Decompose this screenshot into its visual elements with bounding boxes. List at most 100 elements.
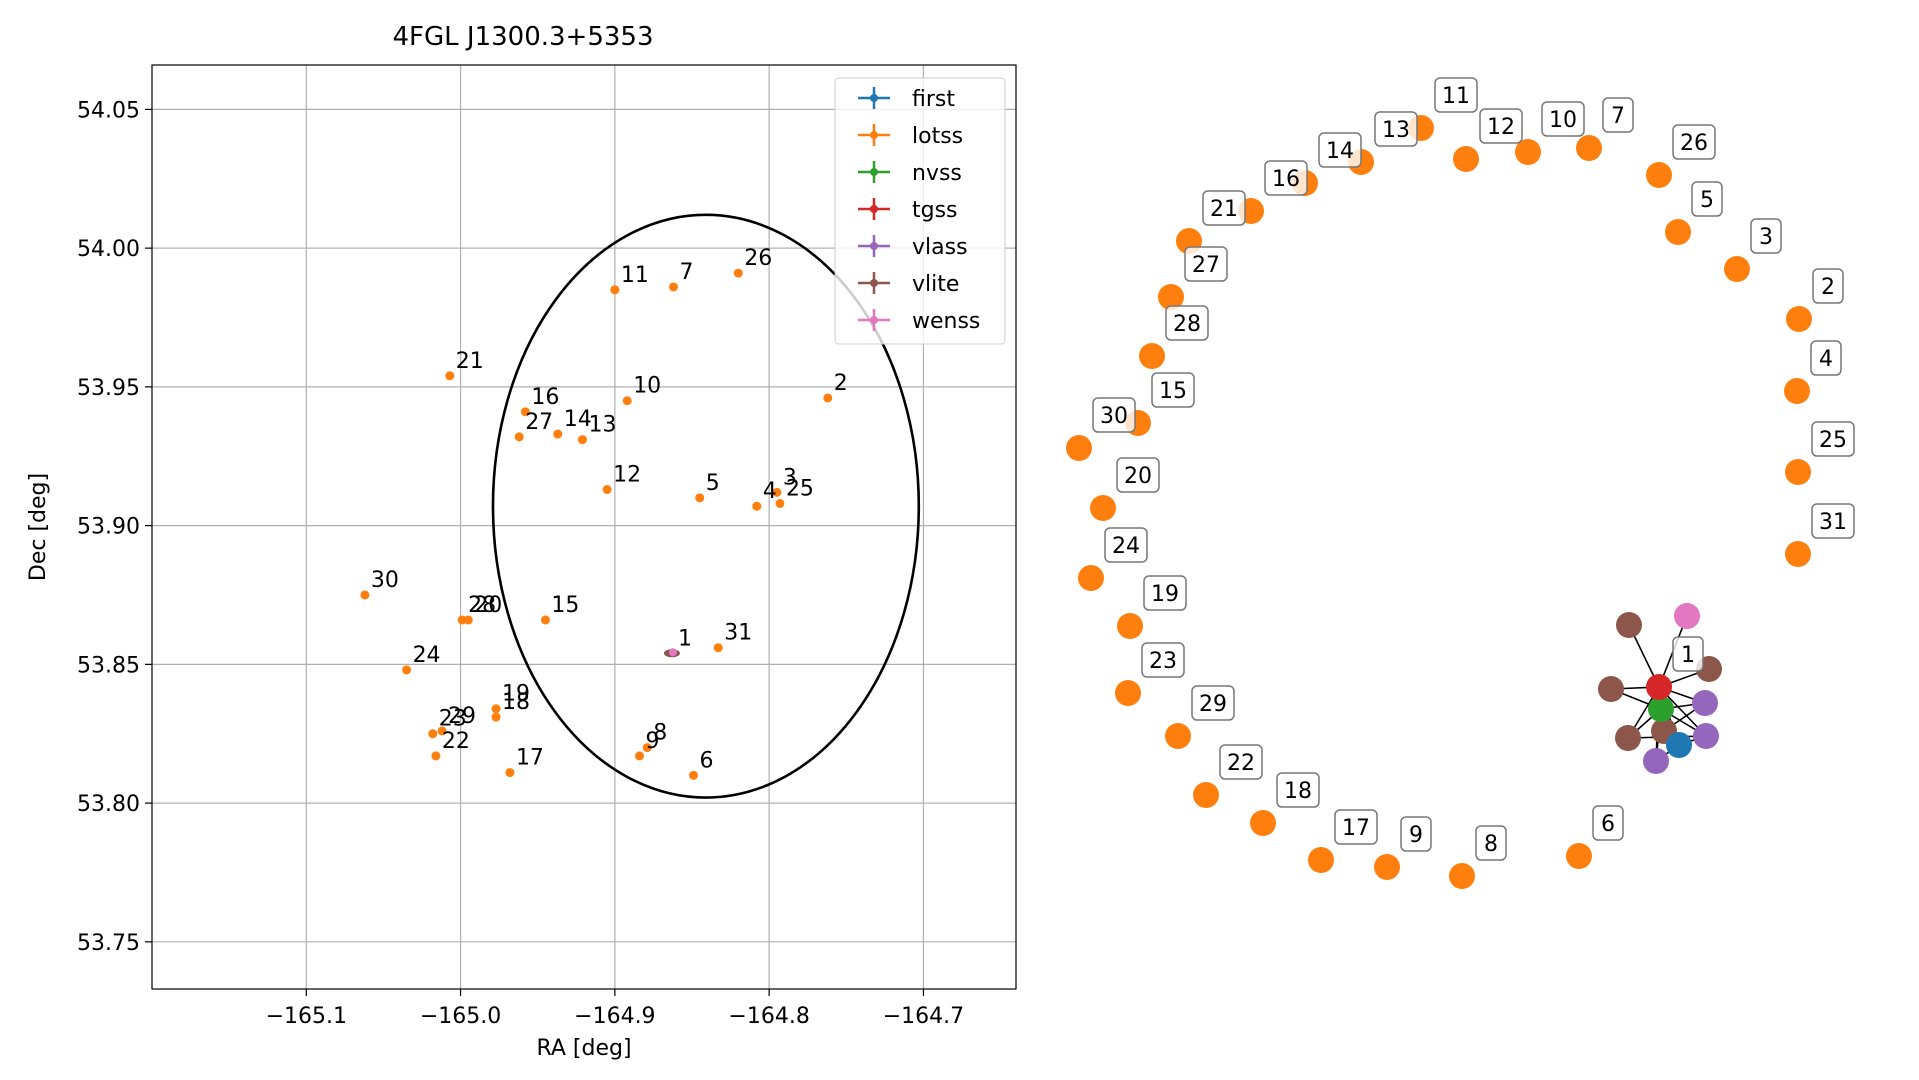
source-point-label: 2 [834, 371, 848, 396]
graph-node-label: 6 [1601, 812, 1615, 837]
graph-node-label: 24 [1112, 534, 1140, 559]
source-point-label: 6 [700, 748, 714, 773]
graph-node [1674, 603, 1700, 629]
legend-label: lotss [912, 124, 963, 149]
graph-node-label: 31 [1819, 510, 1847, 535]
source-point-label: 15 [551, 593, 579, 618]
graph-node-label-box [1202, 190, 1246, 226]
graph-node [1643, 748, 1669, 774]
source-point-label: 14 [564, 407, 592, 432]
graph-node [1308, 847, 1334, 873]
source-point [622, 396, 632, 406]
source-point-label: 16 [531, 385, 559, 410]
graph-node-label: 20 [1124, 464, 1152, 489]
graph-node-label: 17 [1342, 816, 1370, 841]
source-point [514, 432, 524, 442]
legend-items: first lotss nvss tgss vlass vlite wenss [858, 87, 980, 334]
graph-node-label: 2 [1821, 275, 1835, 300]
source-point-label: 18 [502, 690, 530, 715]
graph-node [1453, 146, 1479, 172]
graph-node-label-box [1810, 340, 1842, 376]
graph-node [1785, 541, 1811, 567]
source-point-label: 19 [502, 682, 530, 707]
graph-node [1785, 459, 1811, 485]
x-axis-ticks: −165.1 −165.0 −164.9 −164.8 −164.7 [266, 989, 964, 1029]
source-points [360, 268, 833, 780]
source-point [431, 751, 441, 761]
graph-node-label-box [1165, 305, 1209, 341]
graph-node-label-box [1479, 108, 1523, 144]
source-point [457, 615, 467, 625]
source-point [445, 371, 455, 381]
graph-node [1566, 843, 1592, 869]
graph-node [1693, 723, 1719, 749]
graph-node [1646, 674, 1672, 700]
graph-node-label: 23 [1149, 649, 1177, 674]
graph-node-label: 14 [1326, 139, 1354, 164]
y-tick-label: 53.75 [77, 931, 140, 956]
source-point-label: 24 [413, 643, 441, 668]
source-point [775, 498, 785, 508]
source-point-label: 25 [786, 476, 814, 501]
graph-node [1374, 854, 1400, 880]
graph-node-label: 12 [1487, 115, 1515, 140]
legend-label: tgss [912, 198, 958, 223]
graph-node-label: 29 [1199, 692, 1227, 717]
graph-node [1139, 343, 1165, 369]
source-point [752, 501, 762, 511]
graph-node [1515, 139, 1541, 165]
graph-node-label-box [1334, 809, 1378, 845]
graph-node-label-box [1672, 124, 1716, 160]
y-tick-label: 54.05 [77, 98, 140, 123]
graph-node [1598, 676, 1624, 702]
legend-marker-dot [870, 242, 878, 250]
graph-node-label-box [1264, 160, 1308, 196]
source-point-label: 9 [646, 729, 660, 754]
source-point-label: 4 [763, 479, 777, 504]
graph-node-label: 18 [1284, 779, 1312, 804]
x-tick-label: −165.1 [266, 1004, 347, 1029]
source-point [602, 485, 612, 495]
legend-label: nvss [912, 161, 962, 186]
graph-node-label: 21 [1210, 197, 1238, 222]
graph-node-label: 27 [1192, 253, 1220, 278]
graph-node [1786, 306, 1812, 332]
legend-box [834, 77, 1006, 345]
y-axis-ticks: 53.75 53.80 53.85 53.90 53.95 54.00 54.05 [77, 98, 152, 956]
graph-node-label: 3 [1759, 225, 1773, 250]
graph-node-label: 28 [1173, 312, 1201, 337]
graph-node-label-box [1541, 101, 1585, 137]
legend-label: vlass [912, 235, 968, 260]
graph-node-label-box [1672, 636, 1704, 672]
source-labels: 1234567891011121314151617181920212223242… [371, 246, 848, 773]
graph-node-label-box [1811, 503, 1855, 539]
graph-node [1646, 162, 1672, 188]
source-point [668, 282, 678, 292]
source-point [733, 268, 743, 278]
x-axis-label: RA [deg] [536, 1036, 631, 1061]
source-point [428, 729, 438, 739]
grid [152, 65, 1016, 989]
graph-node [1576, 135, 1602, 161]
graph-node [1165, 723, 1191, 749]
graph-node [1692, 690, 1718, 716]
graph-node-label-box [1691, 181, 1723, 217]
source-point [823, 393, 833, 403]
graph-nodes [1066, 115, 1812, 889]
graph-node [1616, 612, 1642, 638]
x-tick-label: −164.8 [728, 1004, 809, 1029]
graph-node [1066, 435, 1092, 461]
source-point [772, 487, 782, 497]
legend: first lotss nvss tgss vlass vlite wenss [834, 77, 1006, 345]
graph-node-label-box [1750, 218, 1782, 254]
graph-node-label: 25 [1819, 428, 1847, 453]
source-point-label: 8 [653, 721, 667, 746]
graph-node-label: 5 [1700, 188, 1714, 213]
source-point [360, 590, 370, 600]
graph-node-label-box [1811, 421, 1855, 457]
graph-node-label: 15 [1159, 379, 1187, 404]
source-point [713, 643, 723, 653]
y-tick-label: 53.85 [77, 653, 140, 678]
x-tick-label: −165.0 [420, 1004, 501, 1029]
